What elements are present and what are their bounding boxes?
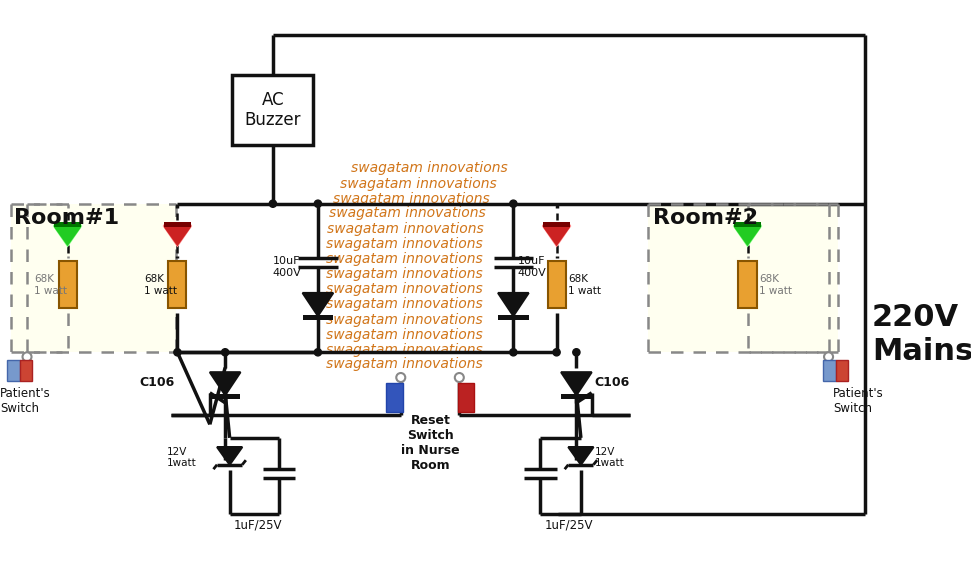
Text: swagatam innovations: swagatam innovations: [327, 221, 484, 236]
Text: swagatam innovations: swagatam innovations: [352, 162, 508, 175]
Text: AC
Buzzer: AC Buzzer: [245, 90, 301, 129]
Bar: [498, 315, 528, 320]
Text: swagatam innovations: swagatam innovations: [329, 206, 486, 220]
Text: 10uF
400V: 10uF 400V: [273, 256, 302, 277]
Text: Reset
Switch
in Nurse
Room: Reset Switch in Nurse Room: [401, 414, 460, 472]
Text: 68K
1 watt: 68K 1 watt: [568, 274, 601, 295]
Circle shape: [396, 373, 405, 382]
Polygon shape: [568, 447, 593, 464]
Circle shape: [573, 349, 580, 356]
Bar: [457, 383, 474, 412]
Text: swagatam innovations: swagatam innovations: [326, 267, 483, 281]
Bar: [561, 394, 591, 399]
Polygon shape: [303, 293, 333, 316]
Polygon shape: [561, 372, 591, 395]
Text: Room#2: Room#2: [653, 208, 758, 228]
Bar: [210, 394, 241, 399]
Bar: [734, 222, 760, 227]
Text: Patient's
Switch: Patient's Switch: [0, 386, 50, 415]
Bar: [58, 262, 77, 308]
Text: 12V
1watt: 12V 1watt: [167, 447, 196, 468]
Polygon shape: [543, 225, 570, 246]
Polygon shape: [544, 227, 569, 245]
Bar: [649, 204, 838, 353]
Circle shape: [221, 349, 229, 356]
Circle shape: [510, 349, 517, 356]
Polygon shape: [163, 225, 191, 246]
Text: 1uF/25V: 1uF/25V: [545, 519, 593, 532]
Text: C106: C106: [140, 376, 175, 389]
Circle shape: [315, 200, 321, 207]
Text: 1uF/25V: 1uF/25V: [234, 519, 283, 532]
Bar: [739, 262, 756, 308]
Polygon shape: [55, 227, 81, 245]
Bar: [11, 204, 176, 353]
Text: swagatam innovations: swagatam innovations: [326, 312, 483, 327]
Text: swagatam innovations: swagatam innovations: [326, 357, 483, 371]
Bar: [544, 222, 570, 227]
Bar: [168, 262, 186, 308]
Text: 10uF
400V: 10uF 400V: [518, 256, 547, 277]
Circle shape: [269, 200, 277, 207]
Bar: [548, 262, 565, 308]
Polygon shape: [165, 227, 190, 245]
Text: swagatam innovations: swagatam innovations: [333, 192, 490, 206]
Polygon shape: [498, 293, 528, 316]
Bar: [823, 359, 836, 381]
Text: C106: C106: [594, 376, 629, 389]
Polygon shape: [218, 447, 242, 464]
Circle shape: [824, 353, 833, 361]
Circle shape: [454, 373, 464, 382]
Text: Patient's
Switch: Patient's Switch: [833, 386, 884, 415]
Circle shape: [315, 349, 321, 356]
Text: 68K
1 watt: 68K 1 watt: [759, 274, 792, 295]
Text: swagatam innovations: swagatam innovations: [326, 328, 483, 342]
Bar: [836, 359, 849, 381]
Bar: [386, 383, 403, 412]
Text: swagatam innovations: swagatam innovations: [326, 237, 483, 251]
Bar: [232, 75, 314, 145]
Bar: [7, 359, 19, 381]
Polygon shape: [210, 372, 241, 395]
Text: swagatam innovations: swagatam innovations: [326, 253, 483, 266]
Text: Room#1: Room#1: [14, 208, 118, 228]
Circle shape: [174, 349, 181, 356]
Polygon shape: [53, 225, 82, 246]
Text: 68K
1 watt: 68K 1 watt: [34, 274, 67, 295]
Bar: [19, 359, 32, 381]
Text: swagatam innovations: swagatam innovations: [326, 297, 483, 311]
Text: 220V
Mains: 220V Mains: [872, 303, 971, 366]
Text: 12V
1watt: 12V 1watt: [594, 447, 624, 468]
Bar: [54, 222, 81, 227]
Polygon shape: [734, 225, 761, 246]
Circle shape: [22, 353, 31, 361]
Text: swagatam innovations: swagatam innovations: [341, 177, 497, 190]
Text: swagatam innovations: swagatam innovations: [326, 282, 483, 296]
Text: swagatam innovations: swagatam innovations: [326, 344, 483, 357]
Text: 68K
1 watt: 68K 1 watt: [144, 274, 177, 295]
Circle shape: [552, 349, 560, 356]
Polygon shape: [735, 227, 760, 245]
Bar: [164, 222, 190, 227]
Circle shape: [510, 200, 517, 207]
Bar: [303, 315, 333, 320]
